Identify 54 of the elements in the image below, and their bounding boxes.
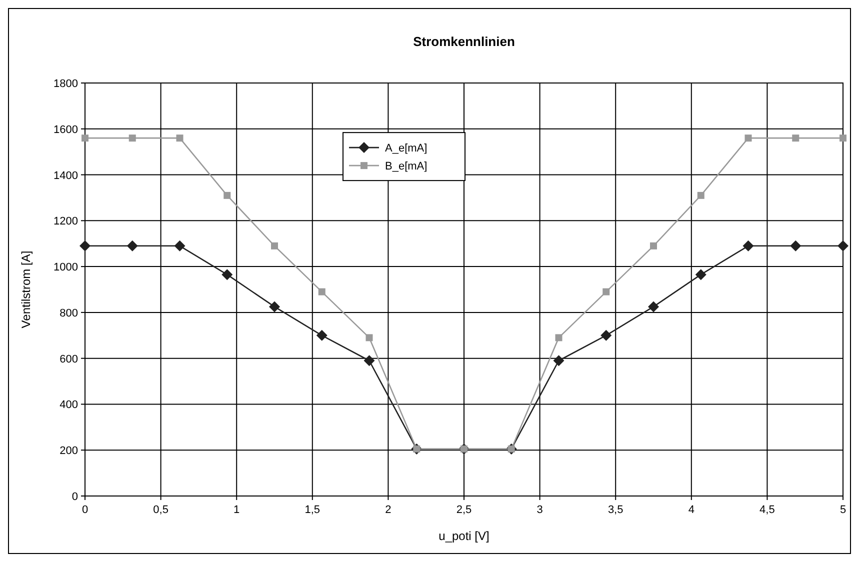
x-tick-label: 1: [234, 504, 240, 516]
x-tick-label: 3: [536, 504, 543, 516]
point: [80, 240, 90, 252]
point: [222, 269, 233, 280]
point: [174, 240, 186, 252]
point: [650, 242, 657, 250]
point: [648, 301, 659, 312]
point: [697, 192, 704, 199]
x-axis-title: u_poti [V]: [438, 529, 490, 543]
point: [742, 240, 754, 252]
point: [792, 134, 800, 142]
point: [364, 355, 375, 366]
point: [271, 242, 278, 250]
y-tick-label: 1600: [54, 124, 78, 136]
point: [366, 334, 373, 342]
x-tick-label: 2: [385, 504, 392, 516]
y-tick-label: 200: [60, 445, 78, 458]
point: [224, 192, 231, 199]
point: [553, 355, 564, 366]
legend-label: B_e[mA]: [385, 160, 428, 173]
y-tick-label: 800: [60, 307, 78, 320]
x-tick-label: 3,5: [608, 504, 624, 516]
x-tick-label: 2,5: [456, 504, 472, 516]
y-axis-title: Ventilstrom [A]: [19, 250, 33, 328]
y-tick-label: 0: [72, 491, 78, 503]
point: [602, 288, 610, 296]
y-tick-label: 1000: [54, 262, 78, 274]
x-tick-label: 4: [688, 504, 694, 516]
point: [838, 240, 848, 252]
x-tick-label: 0,5: [153, 504, 168, 516]
y-tick-label: 400: [60, 399, 78, 412]
point: [744, 134, 752, 142]
point: [840, 134, 846, 142]
x-tick-label: 1,5: [304, 504, 320, 516]
legend-label: A_e[mA]: [385, 142, 428, 155]
point: [176, 134, 184, 142]
x-tick-label: 5: [840, 504, 846, 516]
point: [126, 240, 138, 252]
x-tick-label: 0: [82, 504, 88, 516]
point: [82, 134, 88, 142]
y-tick-label: 600: [60, 353, 78, 366]
point: [318, 288, 326, 296]
point: [128, 134, 136, 142]
y-tick-label: 1800: [54, 78, 78, 90]
chart-title: Stromkennlinien: [413, 34, 515, 49]
y-tick-label: 1200: [54, 216, 78, 228]
point: [269, 301, 280, 312]
y-tick-label: 1400: [54, 170, 78, 182]
point: [555, 334, 562, 342]
point: [316, 330, 328, 341]
point: [600, 330, 612, 341]
x-tick-label: 4,5: [760, 504, 775, 516]
point: [695, 269, 706, 280]
point: [790, 240, 802, 252]
